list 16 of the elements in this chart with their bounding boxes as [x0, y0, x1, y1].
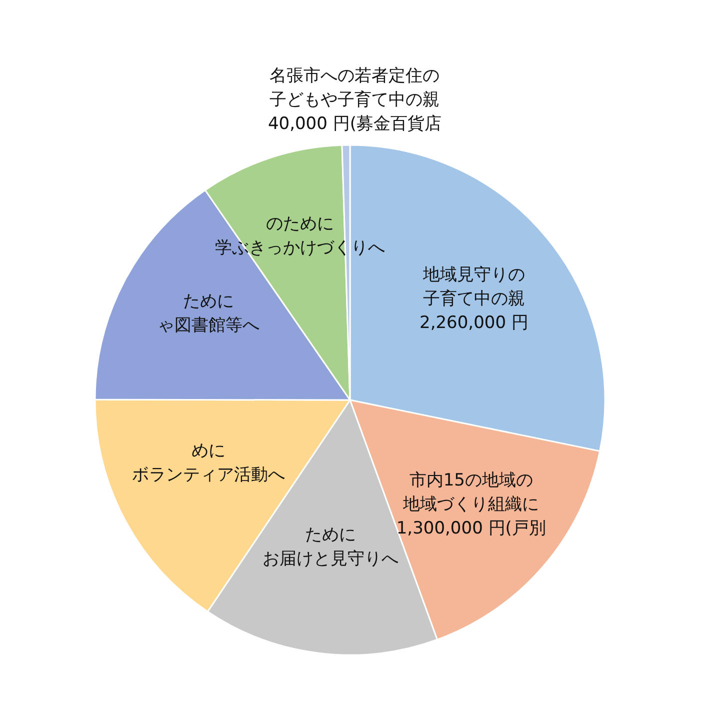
slice-label: ために — [305, 524, 356, 545]
data-label: 1,300,000 円(戸別 — [396, 518, 546, 539]
slice-label: 市内15の地域の — [409, 470, 533, 491]
text: 子どもや子育て中の親 — [270, 90, 440, 110]
text: お届けと見守りへ — [262, 548, 399, 569]
data-label: 40,000 円(募金百貨店 — [268, 114, 442, 134]
text: 地域づくり組織に — [402, 494, 540, 515]
text: 子育て中の親 — [422, 288, 525, 309]
slice-label: めに — [192, 441, 226, 462]
text: ゃ図書館等へ — [157, 315, 260, 336]
slice-label: 名張市への若者定住の — [270, 66, 440, 86]
slice-label: 地域見守りの — [422, 264, 525, 285]
text: ボランティア活動へ — [132, 465, 286, 486]
slice-label: ために — [182, 291, 234, 312]
data-label: 2,260,000 円 — [420, 312, 528, 333]
slice-label: のために — [266, 214, 334, 234]
